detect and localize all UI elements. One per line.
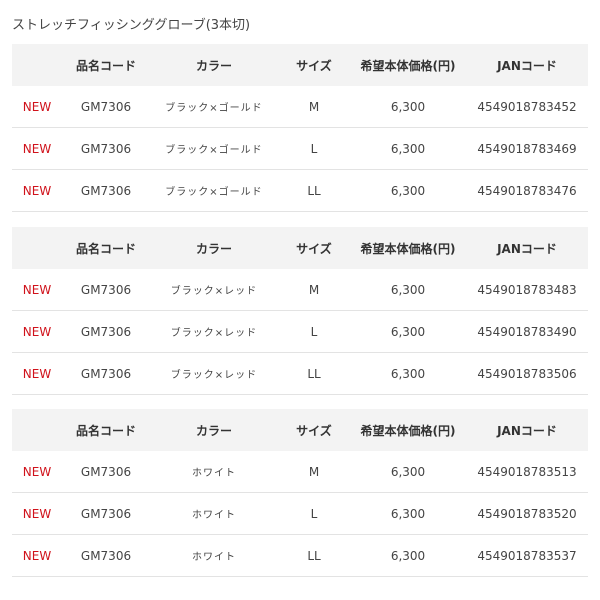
- table-row: NEW GM7306 ブラック×ゴールド LL 6,300 4549018783476: [12, 169, 588, 212]
- size: LL: [278, 352, 350, 395]
- table-row: NEW GM7306 ブラック×レッド L 6,300 4549018783490: [12, 310, 588, 353]
- color: ブラック×レッド: [150, 269, 278, 311]
- size: L: [278, 310, 350, 353]
- table-row: NEW GM7306 ブラック×レッド M 6,300 4549018783483: [12, 269, 588, 311]
- header-row: 品名コード カラー サイズ 希望本体価格(円) JANコード: [12, 44, 588, 86]
- header-price: 希望本体価格(円): [350, 409, 466, 451]
- header-jan-code: JANコード: [466, 44, 588, 86]
- table-row: NEW GM7306 ホワイト M 6,300 4549018783513: [12, 451, 588, 493]
- jan-code: 4549018783483: [466, 269, 588, 311]
- product-code: GM7306: [62, 310, 150, 353]
- header-row: 品名コード カラー サイズ 希望本体価格(円) JANコード: [12, 227, 588, 269]
- header-row: 品名コード カラー サイズ 希望本体価格(円) JANコード: [12, 409, 588, 451]
- jan-code: 4549018783520: [466, 492, 588, 535]
- product-code: GM7306: [62, 86, 150, 128]
- header-jan-code: JANコード: [466, 409, 588, 451]
- table-row: NEW GM7306 ブラック×ゴールド L 6,300 4549018783469: [12, 127, 588, 170]
- size: L: [278, 492, 350, 535]
- new-badge: NEW: [12, 269, 62, 311]
- product-code: GM7306: [62, 127, 150, 170]
- color: ブラック×ゴールド: [150, 169, 278, 212]
- table-row: NEW GM7306 ホワイト L 6,300 4549018783520: [12, 492, 588, 535]
- new-badge: NEW: [12, 127, 62, 170]
- price: 6,300: [350, 492, 466, 535]
- color: ホワイト: [150, 451, 278, 493]
- jan-code: 4549018783537: [466, 534, 588, 577]
- header-price: 希望本体価格(円): [350, 227, 466, 269]
- product-code: GM7306: [62, 169, 150, 212]
- size: L: [278, 127, 350, 170]
- color: ホワイト: [150, 492, 278, 535]
- color: ブラック×レッド: [150, 352, 278, 395]
- price: 6,300: [350, 534, 466, 577]
- header-size: サイズ: [278, 44, 350, 86]
- header-jan-code: JANコード: [466, 227, 588, 269]
- size: M: [278, 269, 350, 311]
- product-table: 品名コード カラー サイズ 希望本体価格(円) JANコード NEW GM7306 ブラック×…: [12, 227, 588, 395]
- header-price: 希望本体価格(円): [350, 44, 466, 86]
- jan-code: 4549018783476: [466, 169, 588, 212]
- new-badge: NEW: [12, 310, 62, 353]
- price: 6,300: [350, 127, 466, 170]
- page-title: ストレッチフィッシンググローブ(3本切): [12, 18, 251, 33]
- jan-code: 4549018783513: [466, 451, 588, 493]
- size: LL: [278, 534, 350, 577]
- header-product-code: 品名コード: [62, 44, 150, 86]
- table-row: NEW GM7306 ブラック×レッド LL 6,300 4549018783506: [12, 352, 588, 395]
- table-row: NEW GM7306 ブラック×ゴールド M 6,300 4549018783452: [12, 86, 588, 128]
- new-badge: NEW: [12, 352, 62, 395]
- new-badge: NEW: [12, 534, 62, 577]
- header-new-badge: [12, 227, 62, 269]
- size: M: [278, 86, 350, 128]
- price: 6,300: [350, 269, 466, 311]
- jan-code: 4549018783469: [466, 127, 588, 170]
- price: 6,300: [350, 169, 466, 212]
- size: LL: [278, 169, 350, 212]
- product-table: 品名コード カラー サイズ 希望本体価格(円) JANコード NEW GM7306 ブラック×…: [12, 44, 588, 212]
- new-badge: NEW: [12, 169, 62, 212]
- product-table: 品名コード カラー サイズ 希望本体価格(円) JANコード NEW GM7306 ホワイト M…: [12, 409, 588, 577]
- price: 6,300: [350, 352, 466, 395]
- product-code: GM7306: [62, 451, 150, 493]
- new-badge: NEW: [12, 451, 62, 493]
- new-badge: NEW: [12, 86, 62, 128]
- size: M: [278, 451, 350, 493]
- jan-code: 4549018783506: [466, 352, 588, 395]
- header-size: サイズ: [278, 227, 350, 269]
- product-code: GM7306: [62, 269, 150, 311]
- new-badge: NEW: [12, 492, 62, 535]
- color: ブラック×ゴールド: [150, 127, 278, 170]
- header-color: カラー: [150, 44, 278, 86]
- product-code: GM7306: [62, 534, 150, 577]
- product-code: GM7306: [62, 352, 150, 395]
- price: 6,300: [350, 451, 466, 493]
- header-new-badge: [12, 44, 62, 86]
- header-color: カラー: [150, 409, 278, 451]
- header-product-code: 品名コード: [62, 227, 150, 269]
- color: ブラック×レッド: [150, 310, 278, 353]
- header-color: カラー: [150, 227, 278, 269]
- price: 6,300: [350, 310, 466, 353]
- header-new-badge: [12, 409, 62, 451]
- table-row: NEW GM7306 ホワイト LL 6,300 4549018783537: [12, 534, 588, 577]
- jan-code: 4549018783452: [466, 86, 588, 128]
- product-code: GM7306: [62, 492, 150, 535]
- color: ブラック×ゴールド: [150, 86, 278, 128]
- jan-code: 4549018783490: [466, 310, 588, 353]
- price: 6,300: [350, 86, 466, 128]
- color: ホワイト: [150, 534, 278, 577]
- header-size: サイズ: [278, 409, 350, 451]
- header-product-code: 品名コード: [62, 409, 150, 451]
